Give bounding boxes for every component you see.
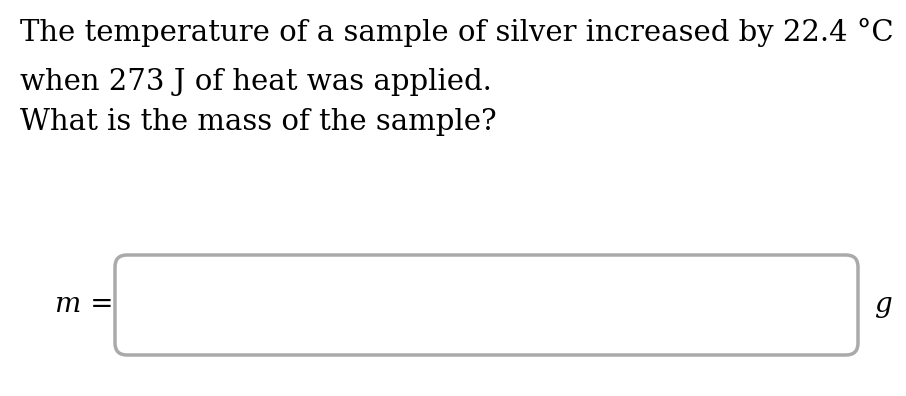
Text: What is the mass of the sample?: What is the mass of the sample? [20, 108, 496, 136]
Text: g: g [874, 291, 892, 318]
Text: when 273 J of heat was applied.: when 273 J of heat was applied. [20, 68, 492, 96]
Text: m =: m = [55, 291, 113, 318]
FancyBboxPatch shape [115, 255, 858, 355]
Text: The temperature of a sample of silver increased by 22.4 °C: The temperature of a sample of silver in… [20, 18, 893, 47]
